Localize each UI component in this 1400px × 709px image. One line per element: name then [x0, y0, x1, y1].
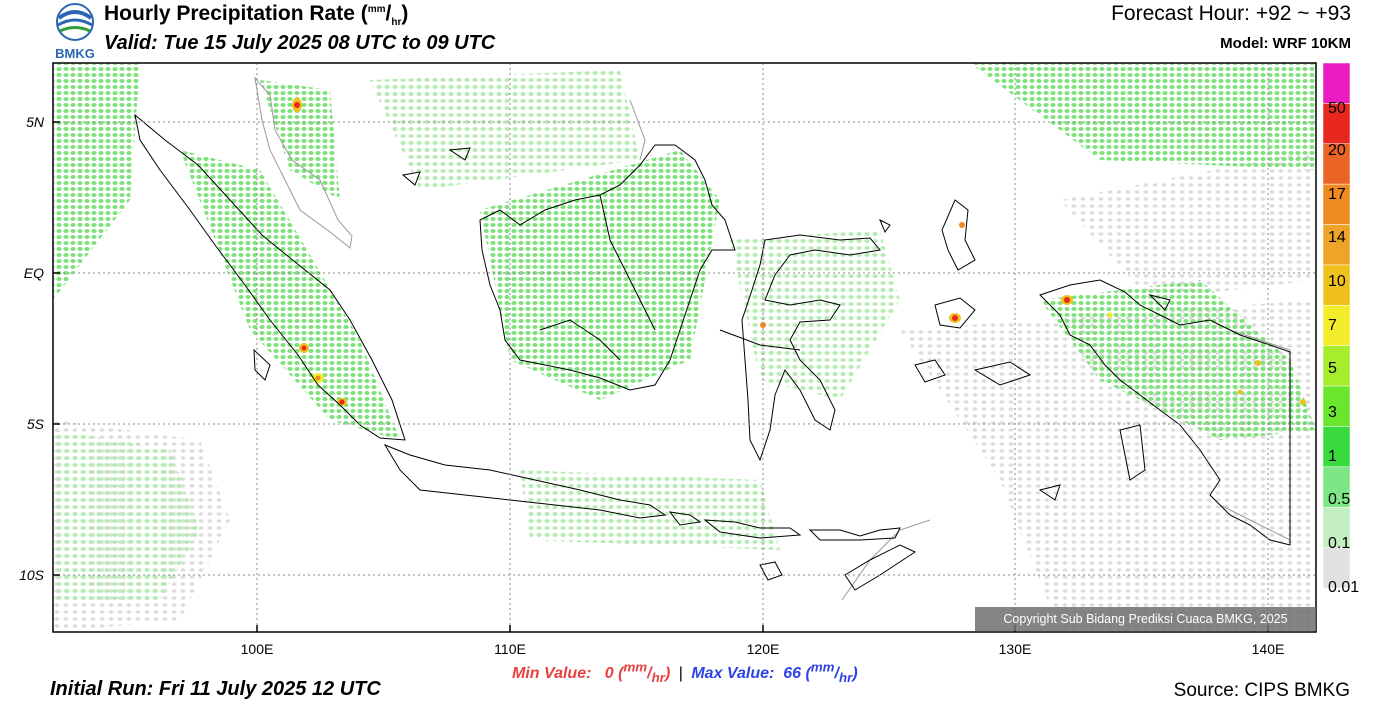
svg-text:BMKG: BMKG: [55, 46, 95, 60]
lat-label-5n: 5N: [26, 114, 44, 130]
lat-label-eq: EQ: [23, 265, 44, 281]
colorbar-swatch: [1322, 143, 1351, 185]
valid-time: Valid: Tue 15 July 2025 08 UTC to 09 UTC: [104, 32, 496, 54]
colorbar-swatch: [1322, 506, 1351, 548]
colorbar-label: 0.5: [1328, 491, 1351, 508]
colorbar-swatch: [1322, 103, 1351, 145]
colorbar-label: 50: [1328, 100, 1346, 117]
lon-label-100e: 100E: [240, 641, 274, 657]
colorbar-swatch: [1322, 183, 1351, 225]
colorbar-label: 7: [1328, 317, 1337, 334]
bmkg-logo: BMKG: [50, 2, 100, 61]
colorbar-swatch: [1322, 62, 1351, 104]
copyright-notice: Copyright Sub Bidang Prediksi Cuaca BMKG…: [975, 607, 1316, 631]
lon-label-140e: 140E: [1251, 641, 1285, 657]
initial-run: Initial Run: Fri 11 July 2025 12 UTC: [50, 678, 381, 700]
page-title: Hourly Precipitation Rate (mm/hr): [104, 2, 409, 29]
forecast-hour: Forecast Hour: +92 ~ +93: [1111, 2, 1351, 25]
colorbar-label: 14: [1328, 229, 1346, 246]
colorbar-label: 20: [1328, 142, 1346, 159]
colorbar-swatch: [1322, 385, 1351, 427]
intense-rain-cells: [292, 98, 1306, 406]
colorbar-swatch: [1322, 224, 1351, 266]
coastlines: [134, 113, 1291, 591]
colorbar-swatch: [1322, 426, 1351, 468]
colorbar-swatch: [1322, 305, 1351, 346]
lon-label-110e: 110E: [494, 641, 526, 657]
colorbar-swatch: [1322, 345, 1351, 387]
lat-label-10s: 10S: [19, 567, 44, 583]
colorbar-label: 5: [1328, 360, 1337, 377]
colorbar-swatch: [1322, 547, 1351, 589]
colorbar-label: 0.01: [1328, 579, 1360, 596]
lat-lon-grid: [53, 63, 1316, 632]
min-max-values: Min Value: 0 (mm/hr) | Max Value: 66 (mm…: [512, 660, 858, 686]
min-value: Min Value: 0 (mm/hr): [512, 660, 671, 686]
colorbar-label: 17: [1328, 186, 1346, 203]
colorbar-swatch: [1322, 466, 1351, 508]
source-credit: Source: CIPS BMKG: [1173, 680, 1350, 701]
colorbar-swatch: [1322, 264, 1351, 306]
model-name: Model: WRF 10KM: [1220, 35, 1351, 52]
colorbar-label: 10: [1328, 273, 1346, 290]
colorbar: [1322, 62, 1351, 589]
colorbar-label: 3: [1328, 404, 1337, 421]
lon-label-120e: 120E: [746, 641, 780, 657]
lon-label-130e: 130E: [998, 641, 1032, 657]
colorbar-label: 1: [1328, 448, 1337, 465]
max-value: Max Value: 66 (mm/hr): [691, 660, 858, 686]
lat-label-5s: 5S: [26, 416, 44, 432]
map-frame: [52, 62, 1317, 633]
colorbar-label: 0.1: [1328, 535, 1351, 552]
